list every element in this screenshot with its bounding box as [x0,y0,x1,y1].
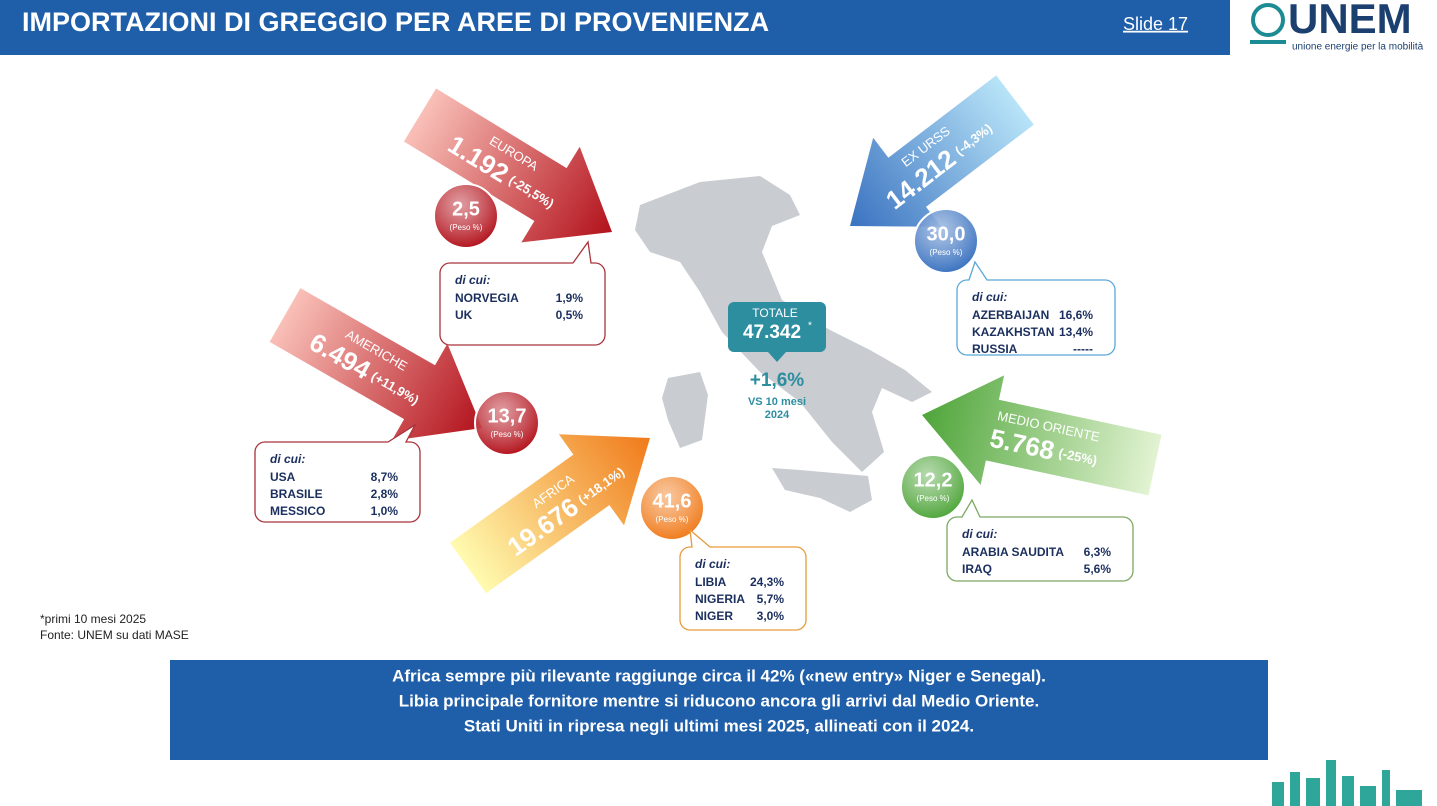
breakdown-share: 16,6% [1059,308,1093,322]
breakdown-share: 5,7% [757,592,785,606]
breakdown-share: 6,3% [1084,545,1112,559]
breakdown-share: ----- [1073,342,1093,356]
total-mark: * [808,321,812,332]
breakdown-country: UK [455,308,473,322]
total: TOTALE 47.342 * +1,6% VS 10 mesi 2024 [728,302,826,421]
share-label: (Peso %) [656,515,689,524]
breakdown-title: di cui: [270,452,305,466]
breakdown-country: LIBIA [695,575,727,589]
breakdown-country: NORVEGIA [455,291,519,305]
breakdown-share: 2,8% [371,487,399,501]
breakdown-share: 13,4% [1059,325,1093,339]
share-shine [475,391,539,455]
breakdown-country: AZERBAIJAN [972,308,1049,322]
slide-number[interactable]: Slide 17 [1123,14,1188,34]
breakdown-country: ARABIA SAUDITA [962,545,1064,559]
breakdown-country: BRASILE [270,487,323,501]
total-pointer [768,352,786,362]
summary-line: Stati Uniti in ripresa negli ultimi mesi… [464,716,974,735]
note: Fonte: UNEM su dati MASE [40,628,189,642]
share-value: 13,7 [488,405,527,427]
header-bar [0,0,1230,55]
summary-box [170,660,1268,760]
share-shine [914,209,978,273]
breakdown-share: 24,3% [750,575,784,589]
breakdown-share: 1,0% [371,504,399,518]
breakdown-country: KAZAKHSTAN [972,325,1054,339]
summary-line: Africa sempre più rilevante raggiunge ci… [392,666,1046,685]
breakdown-share: 3,0% [757,609,785,623]
share-value: 30,0 [927,223,966,245]
breakdown-country: IRAQ [962,562,992,576]
breakdown-share: 0,5% [556,308,584,322]
total-change: +1,6% [750,370,805,391]
share-label: (Peso %) [917,494,950,503]
arrow [450,434,650,594]
breakdown-country: RUSSIA [972,342,1018,356]
breakdown-share: 1,9% [556,291,584,305]
breakdown-country: MESSICO [270,504,325,518]
total-value: 47.342 [743,322,801,343]
breakdown-share: 5,6% [1084,562,1112,576]
summary-line: Libia principale fornitore mentre si rid… [399,691,1039,710]
share-label: (Peso %) [930,248,963,257]
callout [956,260,1116,356]
arrow [922,375,1162,496]
arrow [403,88,612,243]
callout [946,498,1134,582]
share-shine [901,455,965,519]
logo-tagline: unione energie per la mobilità [1292,42,1424,53]
breakdown-title: di cui: [455,273,490,287]
breakdown-title: di cui: [695,557,730,571]
share-shine [640,476,704,540]
callout [439,240,606,346]
share-label: (Peso %) [491,430,524,439]
breakdown-title: di cui: [962,527,997,541]
title: IMPORTAZIONI DI GREGGIO PER AREE DI PROV… [22,7,769,37]
share-shine [434,184,498,248]
logo-mark [1251,3,1285,37]
total-comparison: 2024 [765,409,790,421]
breakdown-country: NIGERIA [695,592,745,606]
share-label: (Peso %) [450,223,483,232]
total-label: TOTALE [752,306,798,320]
callout [254,423,421,523]
breakdown-share: 8,7% [371,470,399,484]
breakdown-country: USA [270,470,296,484]
logo-bar [1250,40,1286,44]
total-box [728,302,826,352]
share-value: 41,6 [653,490,692,512]
skyline-icon [1272,760,1422,806]
share-value: 12,2 [914,469,953,491]
callout [679,528,807,631]
share-value: 2,5 [452,198,480,220]
note: *primi 10 mesi 2025 [40,612,146,626]
arrow [269,288,482,441]
total-comparison: VS 10 mesi [748,396,806,408]
breakdown-title: di cui: [972,290,1007,304]
logo: UNEM [1288,0,1412,42]
breakdown-country: NIGER [695,609,733,623]
arrow [850,75,1034,227]
